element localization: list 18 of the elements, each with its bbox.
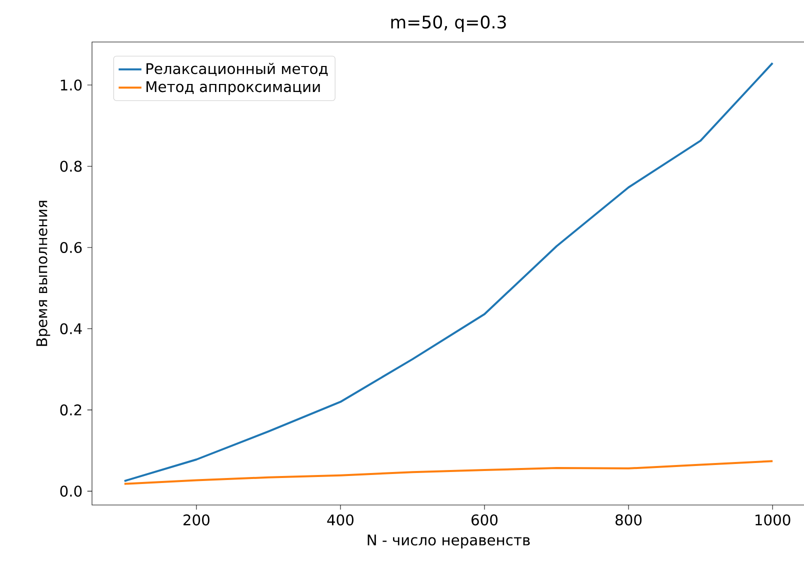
line-series xyxy=(123,460,774,485)
y-tick-label: 1.0 xyxy=(60,80,82,91)
y-tick-label: 0.0 xyxy=(60,486,82,497)
y-tick-label: 0.2 xyxy=(60,404,82,416)
legend-label: Метод аппроксимации xyxy=(146,81,320,96)
x-tick-label: 800 xyxy=(616,514,642,526)
x-tick-label: 1000 xyxy=(756,514,790,526)
chart-title: m=50, q=0.3 xyxy=(391,15,506,32)
x-axis-title: N - число неравенств xyxy=(368,534,530,548)
line-series xyxy=(123,62,774,482)
y-tick-label: 0.4 xyxy=(60,323,82,334)
x-tick-label: 600 xyxy=(472,514,498,526)
y-axis-title: Время выполнения xyxy=(36,200,50,346)
y-tick-label: 0.8 xyxy=(60,160,82,172)
x-tick-label: 200 xyxy=(184,514,210,526)
x-tick-label: 400 xyxy=(327,514,354,526)
y-tick-label: 0.6 xyxy=(60,242,82,254)
legend-label: Релаксационный метод xyxy=(146,62,328,76)
